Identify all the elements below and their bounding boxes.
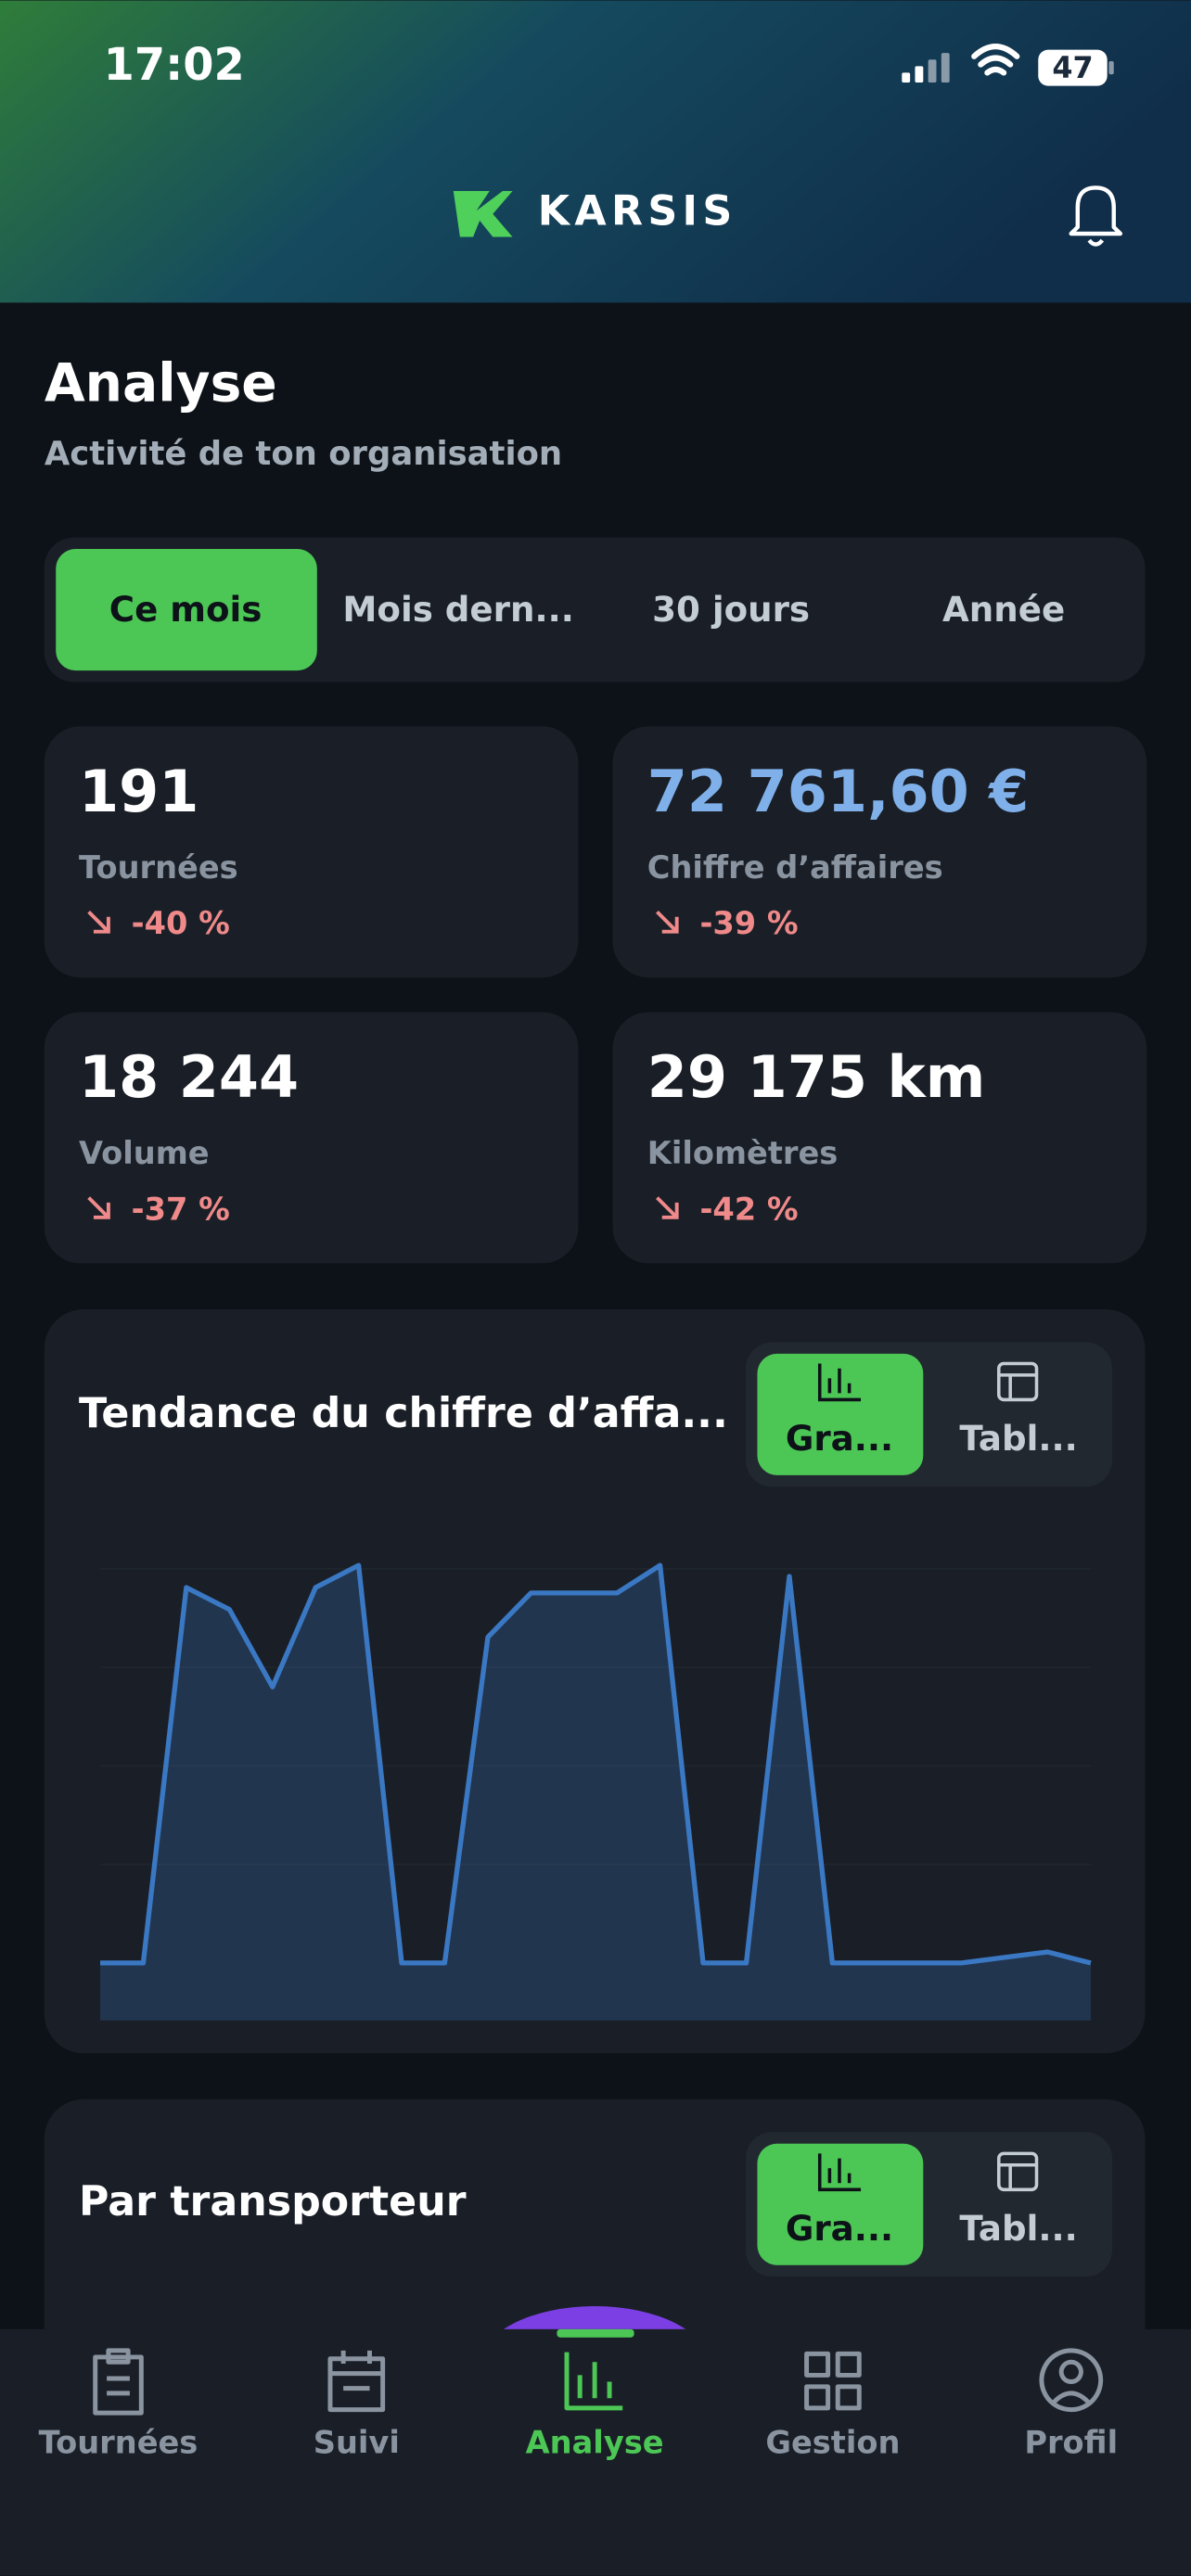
period-tab[interactable]: Mois dern...: [342, 589, 573, 630]
chart-icon: [817, 2153, 862, 2192]
active-tab: [56, 549, 317, 671]
toggle-active: [757, 1353, 924, 1475]
period-tab[interactable]: Ce mois: [109, 589, 263, 630]
toggle-option[interactable]: Gra...: [786, 1418, 893, 1459]
nav-indicator: [557, 2328, 634, 2338]
nav-icon[interactable]: [564, 2352, 623, 2411]
table-icon: [997, 2151, 1039, 2192]
carrier-title: Par transporteur: [79, 2178, 467, 2225]
trend-arrow: [656, 911, 679, 934]
trend-arrow: [656, 1196, 679, 1219]
table-icon-lines: [998, 1373, 1037, 1400]
kpi-card: [44, 726, 579, 978]
nav-icon[interactable]: [93, 2348, 144, 2416]
nav-icon[interactable]: [327, 2350, 386, 2413]
kpi-change: -42 %: [699, 1191, 798, 1227]
page-subtitle: Activité de ton organisation: [45, 435, 562, 473]
toggle-option[interactable]: Tabl...: [959, 2208, 1077, 2249]
bell[interactable]: [1069, 185, 1123, 247]
header: [0, 0, 1191, 303]
nav-label[interactable]: Analyse: [526, 2424, 664, 2460]
battery-level: 47: [1052, 50, 1093, 85]
line: [100, 1562, 1092, 1966]
kpi-card: [612, 726, 1147, 978]
period-tabs: [44, 537, 1146, 682]
kpi-label: Tournées: [79, 849, 238, 886]
trend-title: Tendance du chiffre d’affa...: [79, 1390, 728, 1437]
toggle-option[interactable]: Tabl...: [959, 1418, 1077, 1459]
wifi: [971, 44, 1020, 76]
kpi-value: 191: [79, 758, 198, 825]
nav-icon[interactable]: [804, 2351, 862, 2411]
kpi-label: Chiffre d’affaires: [647, 849, 943, 886]
nav-icon[interactable]: [1039, 2348, 1104, 2413]
kpi-value: 29 175 km: [647, 1043, 986, 1111]
time: 17:02: [104, 40, 245, 91]
table-icon: [997, 1361, 1039, 1402]
nav-label[interactable]: Tournées: [39, 2424, 198, 2460]
kpi-value: 18 244: [79, 1043, 299, 1111]
trend-arrow: [87, 1196, 110, 1219]
nav-label[interactable]: Gestion: [765, 2424, 900, 2460]
kpi-change: -40 %: [132, 905, 230, 941]
battery: [1038, 49, 1108, 86]
logo: [453, 190, 513, 237]
page-title: Analyse: [45, 352, 277, 414]
trend-arrow: [87, 911, 110, 934]
signal: [902, 53, 950, 83]
period-tab[interactable]: Année: [942, 589, 1065, 630]
kpi-value: 72 761,60 €: [647, 758, 1030, 825]
kpi-label: Volume: [79, 1135, 210, 1171]
kpi-card: [612, 1012, 1147, 1264]
trend-card: [44, 1309, 1146, 2054]
brand: KARSIS: [538, 188, 737, 236]
toggle-option[interactable]: Gra...: [786, 2208, 893, 2249]
chart-icon: [817, 1363, 862, 1402]
kpi-change: -37 %: [132, 1191, 230, 1227]
kpi-card: [44, 1012, 579, 1264]
kpi-label: Kilomètres: [647, 1135, 839, 1171]
kpi-change: -39 %: [699, 905, 798, 941]
area: [100, 1565, 1091, 2021]
table-icon-lines: [998, 2162, 1037, 2190]
toggle-active: [757, 2143, 924, 2265]
period-tab[interactable]: 30 jours: [652, 589, 810, 630]
nav-label[interactable]: Profil: [1024, 2424, 1118, 2460]
nav-label[interactable]: Suivi: [314, 2424, 400, 2460]
battery-tip: [1108, 61, 1114, 75]
